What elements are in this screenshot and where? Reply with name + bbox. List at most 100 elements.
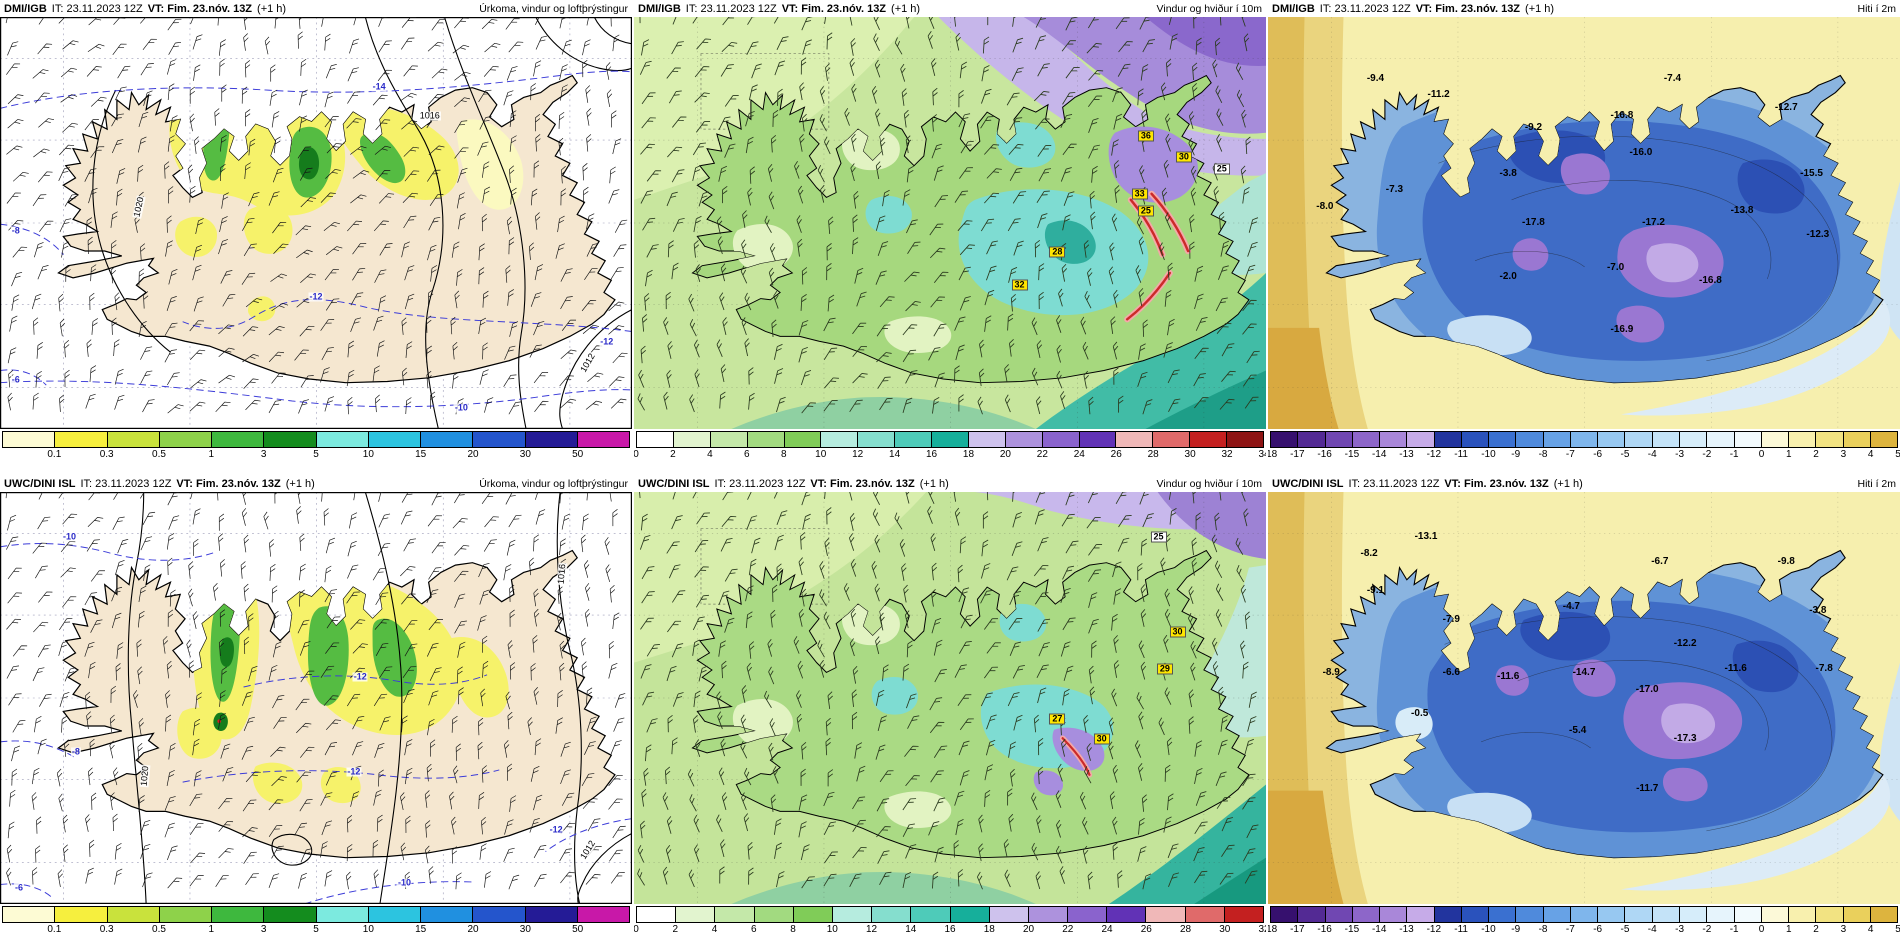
colorbar-tick-label: 50 [572,924,584,935]
colorbar-segment [212,432,265,447]
isotherm-label: -14 [371,81,387,92]
colorbar-tick-label: -16 [1317,449,1332,460]
colorbar-segment [3,432,56,447]
colorbar-tick-label: 10 [815,449,827,460]
temp-value-label: -9.2 [1524,122,1543,134]
colorbar-tick-label: 20 [467,924,479,935]
colorbar-segment [911,907,951,922]
colorbar-segment [1434,907,1462,922]
panel-header: DMI/IGB IT: 23.11.2023 12Z VT: Fim. 23.n… [634,0,1266,17]
temp-value-label: -3.8 [1499,167,1517,179]
gust-value-label: 36 [1137,130,1154,142]
colorbar-tick-label: -11 [1454,449,1468,460]
precip-map-svg [0,492,632,904]
colorbar-segment [1107,907,1147,922]
temp-value-label: -0.5 [1411,708,1429,720]
colorbar-segment [754,907,794,922]
time-offset: (+1 h) [1553,477,1583,490]
colorbar-segment [525,432,578,447]
colorbar-segment [1570,907,1599,922]
colorbar-tick-label: 12 [865,924,878,935]
panel-header: UWC/DINI ISL IT: 23.11.2023 12Z VT: Fim.… [634,475,1266,492]
colorbar-tick-label: 24 [1101,924,1113,935]
map-canvas[interactable]: 36 30 25 33 25 28 32 [634,17,1266,429]
temp-value-label: -7.8 [1815,663,1833,675]
colorbar-segment [577,432,629,447]
map-canvas[interactable]: 1020 1016 1012 -10 -12 -12 -8 -10 -12 -6 [0,492,632,904]
map-canvas[interactable]: 1016 1020 1012 -14 -12 -12 -10 -8 -6 [0,17,632,429]
colorbar-segment [107,432,160,447]
time-offset: (+1 h) [919,477,949,490]
temp-value-label: -11.7 [1636,782,1659,794]
colorbar-tick-label: -17 [1290,924,1305,935]
colorbar-labels: -18-17-16-15-14-13-12-11-10-9-8-7-6-5-4-… [1268,448,1900,461]
init-time: IT: 23.11.2023 12Z [80,477,172,490]
init-time: IT: 23.11.2023 12Z [1319,2,1411,15]
colorbar-segment [784,432,822,447]
colorbar-segment [1407,907,1435,922]
panel-uwc-precip: UWC/DINI ISL IT: 23.11.2023 12Z VT: Fim.… [0,475,632,950]
colorbar-segment [1116,432,1154,447]
map-canvas[interactable]: 25 30 29 27 30 [634,492,1266,904]
temp-value-label: -8.0 [1316,200,1334,212]
model-name: DMI/IGB [638,2,681,15]
colorbar-tick-label: 0.1 [47,924,62,935]
colorbar-segment [715,907,755,922]
colorbar-tick-label: 3 [1840,924,1847,935]
gust-value-label: 32 [1011,279,1028,291]
colorbar-segment [1271,432,1299,447]
colorbar-tick-label: 20 [999,449,1011,460]
temp-value-label: -7.9 [1442,613,1460,625]
colorbar-tick-label: 6 [750,924,757,935]
colorbar-tick-label: 30 [519,924,531,935]
colorbar-segment [1461,432,1490,447]
colorbar [1270,431,1898,448]
map-canvas[interactable]: -13.1 -8.2 -9.1 -6.7 -9.8 -7.9 -4.7 -3.8 -12.2 -8… [1268,492,1900,904]
colorbar-segment [159,907,212,922]
colorbar-segment [1652,432,1680,447]
colorbar-tick-label: 3 [260,449,267,460]
temp-value-label: -7.0 [1606,262,1625,274]
temp-value-label: -6.6 [1442,667,1460,679]
isotherm-label: -12 [599,336,615,347]
temp-value-label: -12.7 [1774,101,1798,113]
colorbar-tick-label: -9 [1511,924,1521,935]
colorbar-segment [1598,432,1626,447]
colorbar-tick-label: 14 [889,449,901,460]
colorbar-segment [673,432,711,447]
colorbar-tick-label: 22 [1062,924,1074,935]
colorbar-tick-label: -18 [1268,449,1278,460]
pressure-label: 1016 [418,110,441,121]
colorbar [1270,906,1898,923]
panel-uwc-wind: UWC/DINI ISL IT: 23.11.2023 12Z VT: Fim.… [634,475,1266,950]
colorbar-segment [1190,432,1227,447]
colorbar-segment [821,432,859,447]
colorbar-tick-label: 0.1 [47,449,62,460]
colorbar-segment [747,432,785,447]
colorbar-segment [1407,432,1435,447]
colorbar-labels: 0.1 0.3 0.5 1 3 5 10 15 20 30 50 [2,448,630,461]
precip-map-svg [0,17,632,429]
model-name: DMI/IGB [1272,2,1315,15]
wind-map-svg [634,492,1266,904]
colorbar-segment [1298,907,1326,922]
time-offset: (+1 h) [891,2,921,15]
colorbar [636,906,1264,923]
colorbar-segment [107,907,160,922]
map-canvas[interactable]: -9.4 -11.2 -7.4 -12.7 -9.2 -16.8 -16.0 -3.8 -15.… [1268,17,1900,429]
colorbar-tick-label: 50 [572,449,584,460]
param-label: Úrkoma, vindur og loftþrýstingur [479,2,628,15]
param-label: Vindur og hviður í 10m [1156,2,1262,15]
colorbar-segment [1816,432,1844,447]
colorbar-tick-label: 5 [1895,924,1900,935]
colorbar-tick-label: -15 [1344,449,1360,460]
panel-header: UWC/DINI ISL IT: 23.11.2023 12Z VT: Fim.… [1268,475,1900,492]
valid-time: VT: Fim. 23.nóv. 13Z [176,477,281,490]
time-offset: (+1 h) [257,2,287,15]
panel-header: UWC/DINI ISL IT: 23.11.2023 12Z VT: Fim.… [0,475,632,492]
temp-value-label: -5.4 [1569,724,1587,736]
colorbar-tick-label: 10 [826,924,838,935]
colorbar-segment [421,432,474,447]
colorbar-tick-label: 16 [944,924,956,935]
